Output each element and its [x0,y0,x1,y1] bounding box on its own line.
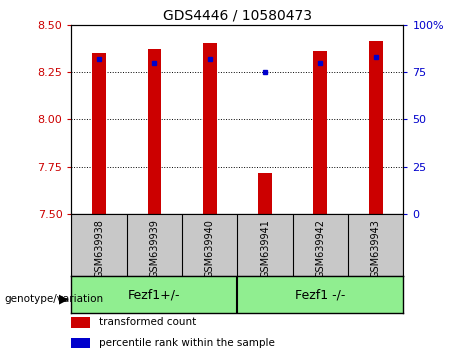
Bar [313,51,327,214]
Text: GSM639943: GSM639943 [371,219,381,278]
Bar [71,338,90,348]
Text: genotype/variation: genotype/variation [5,294,104,304]
Text: transformed count: transformed count [100,317,197,327]
Text: Fezf1 -/-: Fezf1 -/- [295,288,346,301]
Text: GSM639941: GSM639941 [260,219,270,278]
Text: GSM639940: GSM639940 [205,219,215,278]
Text: Fezf1+/-: Fezf1+/- [128,288,181,301]
Text: GSM639939: GSM639939 [149,219,160,278]
Bar [92,53,106,214]
Title: GDS4446 / 10580473: GDS4446 / 10580473 [163,8,312,22]
Bar [203,43,217,214]
Text: percentile rank within the sample: percentile rank within the sample [100,338,275,348]
Text: GSM639938: GSM639938 [94,219,104,278]
Text: ▶: ▶ [59,293,68,306]
Bar [71,317,90,327]
Bar [369,41,383,214]
Bar [148,50,161,214]
Bar [258,172,272,214]
Text: GSM639942: GSM639942 [315,219,325,278]
